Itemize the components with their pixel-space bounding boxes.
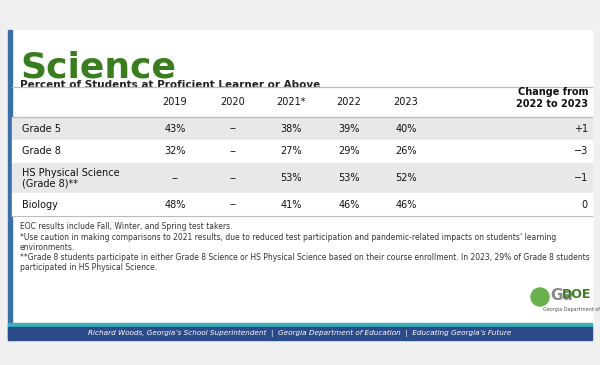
Text: 2023: 2023 [394,97,418,107]
Text: 39%: 39% [338,123,359,134]
Text: 46%: 46% [395,200,416,210]
Text: −1: −1 [574,173,588,183]
Text: 29%: 29% [338,146,360,157]
Text: **Grade 8 students participate in either Grade 8 Science or HS Physical Science : **Grade 8 students participate in either… [20,253,590,272]
Bar [8,30,592,340]
Bar [8,30,12,340]
Text: −3: −3 [574,146,588,157]
Text: Percent of Students at Proficient Learner or Above: Percent of Students at Proficient Learne… [20,80,320,90]
Text: 38%: 38% [280,123,302,134]
Text: 43%: 43% [164,123,185,134]
Text: 53%: 53% [280,173,302,183]
Text: 46%: 46% [338,200,359,210]
Text: +1: +1 [574,123,588,134]
Text: 40%: 40% [395,123,416,134]
Text: Richard Woods, Georgia’s School Superintendent  |  Georgia Department of Educati: Richard Woods, Georgia’s School Superint… [88,330,512,337]
Circle shape [531,288,549,306]
Text: 48%: 48% [164,200,185,210]
Bar [12,117,592,140]
Text: 27%: 27% [280,146,302,157]
Text: *Use caution in making comparisons to 2021 results, due to reduced test particip: *Use caution in making comparisons to 20… [20,233,556,253]
Text: 32%: 32% [164,146,186,157]
Text: --: -- [229,123,236,134]
Text: Biology: Biology [22,200,58,210]
Bar [12,140,592,163]
Text: Grade 8: Grade 8 [22,146,61,157]
Bar [12,193,592,216]
Text: Ga: Ga [550,288,573,303]
Text: Georgia Department of Education: Georgia Department of Education [543,307,600,312]
Text: 2019: 2019 [163,97,187,107]
Text: 2021*: 2021* [276,97,306,107]
Text: EOC results include Fall, Winter, and Spring test takers.: EOC results include Fall, Winter, and Sp… [20,222,233,231]
Text: --: -- [229,200,236,210]
Text: 2022: 2022 [337,97,361,107]
Text: 53%: 53% [338,173,360,183]
Text: Science: Science [20,50,176,84]
Text: Change from
2022 to 2023: Change from 2022 to 2023 [516,87,588,109]
Text: (Grade 8)**: (Grade 8)** [22,179,78,189]
Bar [8,327,592,340]
Text: --: -- [229,173,236,183]
Text: Grade 5: Grade 5 [22,123,61,134]
Text: --: -- [229,146,236,157]
Text: 52%: 52% [395,173,417,183]
Text: --: -- [172,173,179,183]
Text: HS Physical Science: HS Physical Science [22,168,119,178]
Text: 2020: 2020 [221,97,245,107]
Text: 0: 0 [582,200,588,210]
Bar [8,323,592,327]
Text: DOE: DOE [562,288,592,301]
Bar [12,163,592,193]
Text: 26%: 26% [395,146,417,157]
Text: 41%: 41% [280,200,302,210]
